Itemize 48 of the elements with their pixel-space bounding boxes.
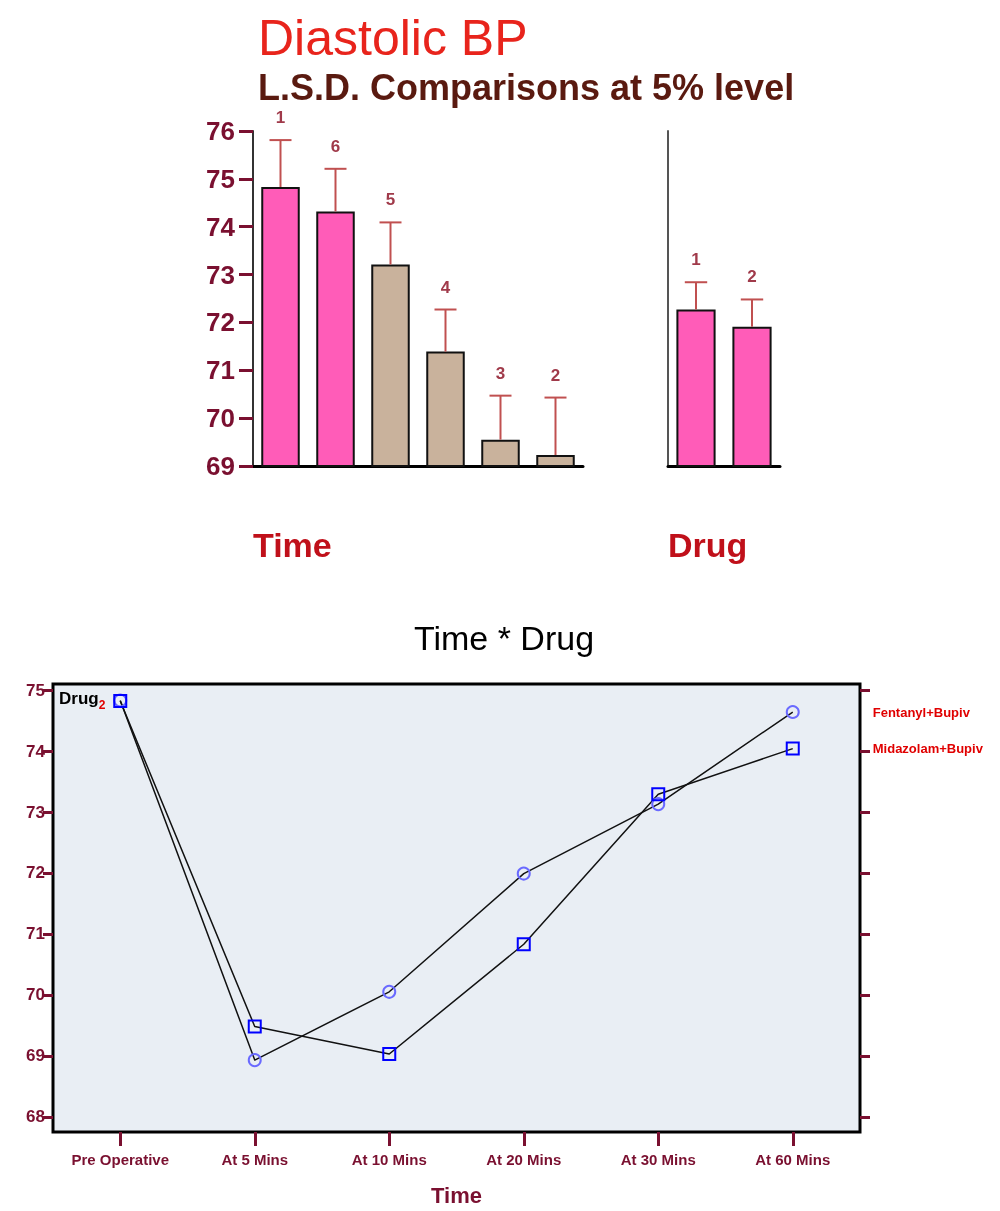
- x-tick-label: 6: [330, 136, 341, 156]
- x-tick-label: 3: [495, 363, 506, 383]
- x-tick-label: At 60 Mins: [755, 1151, 831, 1168]
- x-tick-label: At 30 Mins: [620, 1151, 696, 1168]
- point: [651, 787, 666, 802]
- point: [785, 741, 800, 756]
- x-tick-label: At 10 Mins: [351, 1151, 427, 1168]
- point: [247, 1053, 262, 1068]
- y-tick-label: 75: [26, 680, 45, 700]
- chart-subtitle: L.S.D. Comparisons at 5% level: [258, 66, 795, 108]
- text: Fentanyl+Bupiv: [872, 704, 971, 720]
- x-tick-label: 1: [275, 108, 286, 128]
- y-tick-label: 72: [206, 307, 235, 338]
- x-tick-label: 2: [550, 365, 561, 385]
- point: [516, 937, 531, 952]
- y-tick-label: 74: [26, 741, 46, 761]
- x-tick-label: 1: [691, 250, 701, 270]
- y-tick-label: 70: [26, 985, 45, 1005]
- text: Midazolam+Bupiv: [872, 741, 984, 757]
- point: [785, 705, 800, 720]
- y-tick-label: 72: [26, 863, 45, 883]
- x-tick-label: 5: [385, 190, 396, 210]
- y-tick-label: 75: [206, 163, 235, 194]
- chart-title: Time * Drug: [413, 619, 595, 657]
- point: [382, 984, 397, 999]
- x-axis-title: Time: [431, 1182, 482, 1208]
- y-tick-label: 68: [26, 1107, 45, 1127]
- x-axis-title: Time: [253, 526, 332, 564]
- point: [382, 1046, 397, 1061]
- point: [247, 1019, 262, 1034]
- y-tick-label: 73: [26, 802, 45, 822]
- x-tick-label: 4: [440, 277, 451, 297]
- y-tick-label: 73: [206, 259, 235, 290]
- y-tick-label: 69: [206, 451, 235, 481]
- chart-title: Diastolic BP: [258, 10, 528, 66]
- y-tick-label: 71: [206, 355, 235, 386]
- x-axis-title: Drug: [668, 526, 748, 564]
- y-tick-label: 69: [26, 1046, 45, 1066]
- y-tick-label: 71: [26, 924, 45, 944]
- x-tick-label: Pre Operative: [71, 1151, 170, 1168]
- y-tick-label: 76: [206, 116, 235, 146]
- y-tick-label: 74: [206, 211, 236, 242]
- x-tick-label: At 20 Mins: [486, 1151, 562, 1168]
- point: [516, 866, 531, 881]
- point: [651, 797, 666, 812]
- x-tick-label: 2: [747, 267, 757, 287]
- y-tick-label: 70: [206, 403, 235, 434]
- x-tick-label: At 5 Mins: [221, 1151, 289, 1168]
